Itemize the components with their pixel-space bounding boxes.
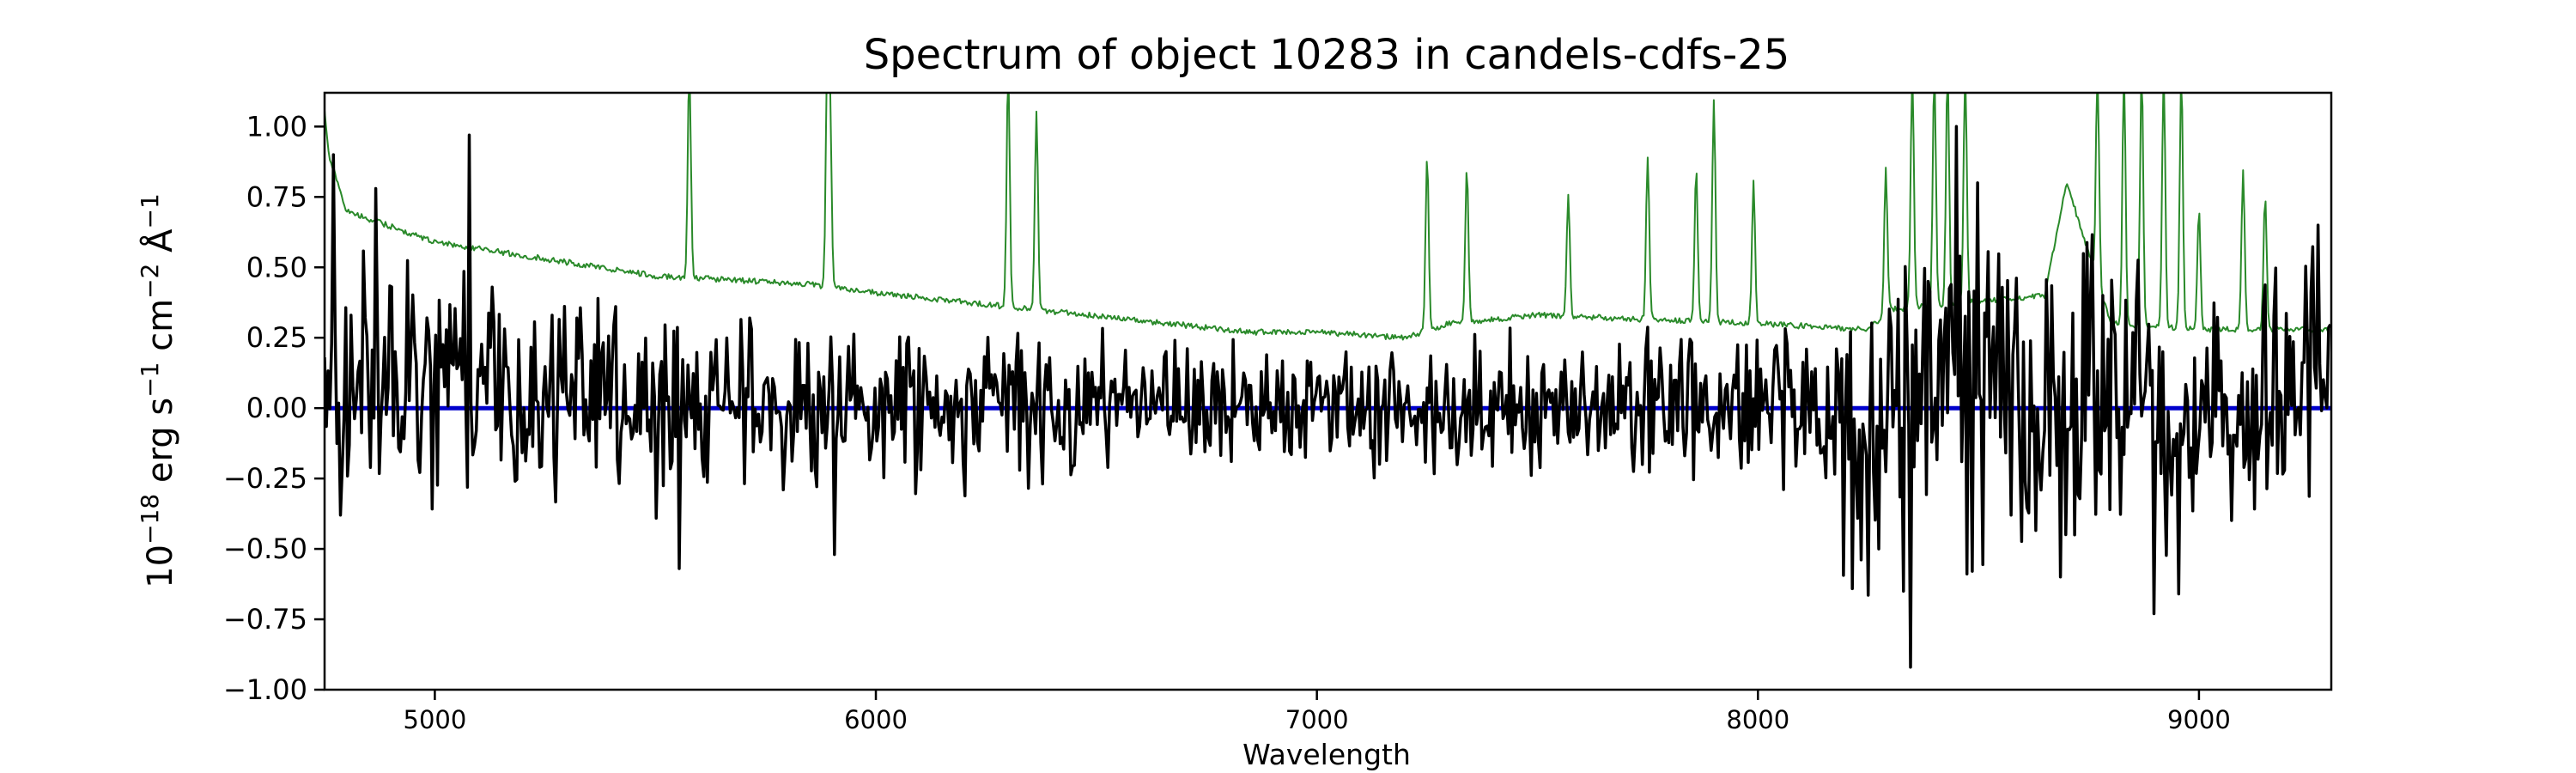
y-tick-label: −0.25 xyxy=(223,462,307,495)
x-tick-label: 9000 xyxy=(2167,705,2231,734)
error-spectrum-line xyxy=(325,93,2331,341)
y-tick-label: −0.50 xyxy=(223,533,307,565)
x-tick-label: 7000 xyxy=(1285,705,1349,734)
x-tick-label: 8000 xyxy=(1726,705,1789,734)
y-tick-label: 0.75 xyxy=(246,180,307,213)
x-tick-label: 6000 xyxy=(844,705,908,734)
ylabel-unit-ang-exp: −1 xyxy=(136,193,164,228)
x-axis: 5000 6000 7000 8000 9000 xyxy=(404,690,2231,734)
y-tick-label: 0.25 xyxy=(246,321,307,354)
ylabel-base: 10 xyxy=(141,545,180,588)
y-axis: −1.00 −0.75 −0.50 −0.25 0.00 0.25 0.50 0.75 1.00 xyxy=(223,110,325,706)
ylabel-exponent: −18 xyxy=(136,494,164,545)
flux-spectrum-line xyxy=(325,125,2331,669)
plot-area xyxy=(325,93,2331,669)
y-axis-label: 10−18 erg s−1 cm−2 Å−1 xyxy=(136,193,180,588)
ylabel-unit-cm: cm xyxy=(141,299,180,351)
chart-title: Spectrum of object 10283 in candels-cdfs… xyxy=(864,31,1790,79)
ylabel-unit-cm-exp: −2 xyxy=(136,264,164,299)
ylabel-unit-erg-exp: −1 xyxy=(136,362,164,398)
ylabel-unit-ang: Å xyxy=(139,228,180,253)
ylabel-unit-erg: erg s xyxy=(141,398,180,483)
y-tick-label: 0.50 xyxy=(246,251,307,283)
y-tick-label: 0.00 xyxy=(246,392,307,424)
y-tick-label: −1.00 xyxy=(223,673,307,706)
x-axis-label: Wavelength xyxy=(1242,738,1411,771)
y-tick-label: 1.00 xyxy=(246,110,307,143)
x-tick-label: 5000 xyxy=(404,705,467,734)
y-tick-label: −0.75 xyxy=(223,603,307,636)
plot-frame xyxy=(323,91,2333,691)
